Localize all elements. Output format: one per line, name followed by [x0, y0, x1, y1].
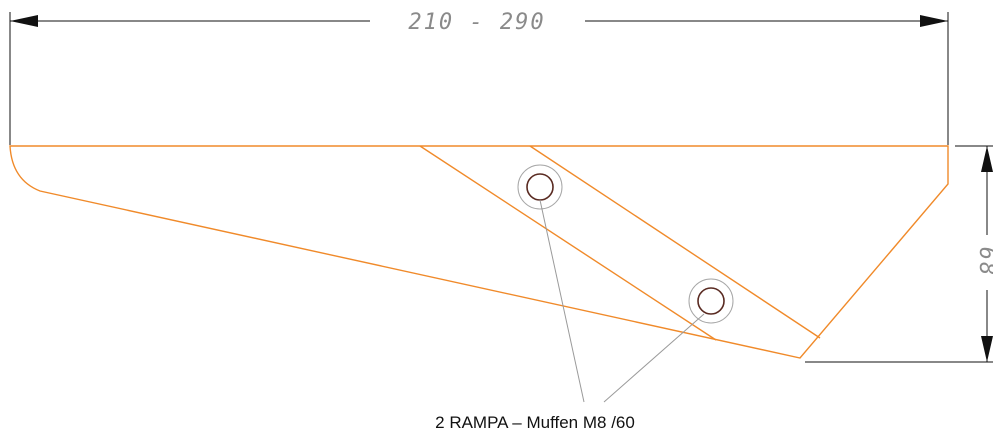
hole-upper-inner-ring	[526, 173, 554, 201]
width-arrow-right	[920, 15, 948, 27]
width-dimension: 210 - 290	[9, 10, 949, 145]
callout-label: 2 RAMPA – Muffen M8 /60	[435, 413, 635, 432]
hole-upper	[517, 164, 563, 210]
part-contour	[9, 145, 949, 359]
slot-edge-left	[419, 145, 717, 341]
leader-line-upper	[539, 199, 585, 403]
part-outline	[9, 145, 949, 359]
height-arrow-bottom	[981, 336, 993, 362]
leader-line-lower	[603, 313, 705, 403]
hole-lower-inner-ring	[697, 287, 725, 315]
slot-edge-right	[529, 145, 821, 339]
width-arrow-left	[10, 15, 38, 27]
hole-upper-outer-ring	[517, 164, 563, 210]
height-dimension: 68	[805, 145, 993, 363]
callout-leaders	[539, 199, 705, 403]
width-dimension-label: 210 - 290	[408, 10, 545, 35]
hole-lower-outer-ring	[688, 278, 734, 324]
height-arrow-top	[981, 146, 993, 172]
hole-lower	[688, 278, 734, 324]
height-dimension-label: 68	[974, 247, 993, 278]
